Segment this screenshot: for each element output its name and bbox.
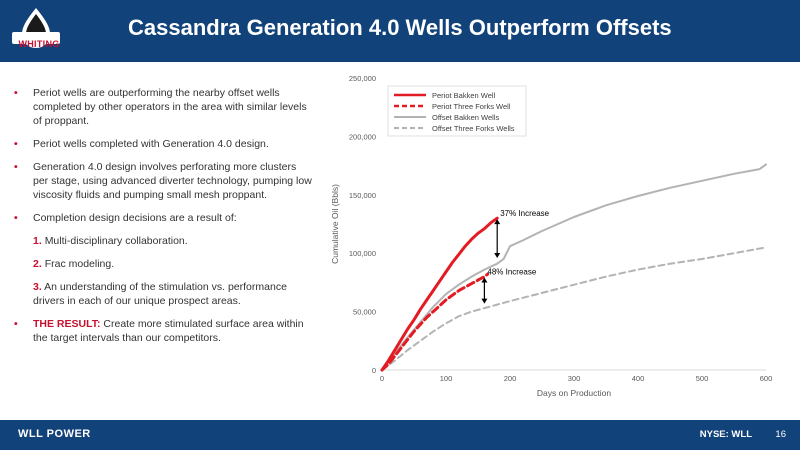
annotation-arrowhead [481,298,488,304]
y-axis-title: Cumulative Oil (Bbls) [330,184,340,264]
bullet-text: Completion design decisions are a result… [33,212,237,224]
x-tick-label: 300 [568,374,581,383]
legend-label: Periot Three Forks Well [432,102,511,111]
y-tick-label: 250,000 [349,74,376,83]
legend-label: Offset Three Forks Wells [432,124,515,133]
y-tick-label: 150,000 [349,191,376,200]
sub-item: 2. Frac modeling. [14,257,314,271]
footer-brand: WLL POWER [18,428,91,440]
bullet-text: Periot wells are outperforming the nearb… [33,87,307,127]
annotation-label: 48% Increase [487,268,536,277]
series-line [380,216,499,372]
x-tick-label: 100 [440,374,453,383]
stock-ticker: NYSE: WLL [699,429,752,440]
legend-label: Periot Bakken Well [432,91,496,100]
bullet-list: Periot wells are outperforming the nearb… [14,86,314,354]
annotation-arrowhead [494,219,501,225]
x-tick-label: 200 [504,374,517,383]
bullet-text: Periot wells completed with Generation 4… [33,138,269,150]
bullet-item: Periot wells are outperforming the nearb… [14,86,314,128]
production-chart: 0 100 200 300 400 500 600 0 50,000 100,000 150,000… [330,64,796,404]
x-tick-label: 500 [696,374,709,383]
sub-text: An understanding of the stimulation vs. … [33,281,287,307]
result-label: THE RESULT: [33,318,101,330]
sub-item: 3. An understanding of the stimulation v… [14,280,314,308]
x-tick-label: 600 [760,374,773,383]
series-line [381,163,767,371]
bullet-item: THE RESULT: Create more stimulated surfa… [14,317,314,345]
whiting-logo: WHITING [10,6,62,56]
series-line [381,246,767,371]
x-axis-title: Days on Production [537,388,611,398]
chart-svg: 0 100 200 300 400 500 600 0 50,000 100,000 150,000… [330,74,773,398]
bullet-text: Create more stimulated surface area with… [33,318,304,344]
sub-number: 3. [33,281,42,293]
bullet-item: Periot wells completed with Generation 4… [14,137,314,151]
sub-text: Multi-disciplinary collaboration. [44,235,188,247]
y-tick-label: 200,000 [349,132,376,141]
sub-text: Frac modeling. [44,258,115,270]
y-tick-label: 0 [372,366,376,375]
x-tick-label: 0 [380,374,384,383]
header-bar: WHITING Cassandra Generation 4.0 Wells O… [0,0,800,62]
x-tick-label: 400 [632,374,645,383]
sub-item: 1. Multi-disciplinary collaboration. [14,234,314,248]
bullet-item: Generation 4.0 design involves perforati… [14,160,314,202]
page-title: Cassandra Generation 4.0 Wells Outperfor… [128,15,672,40]
annotation-label: 37% Increase [500,209,549,218]
y-tick-label: 50,000 [353,308,376,317]
sub-number: 2. [33,258,42,270]
sub-number: 1. [33,235,42,247]
legend-label: Offset Bakken Wells [432,113,500,122]
footer-bar: WLL POWER NYSE: WLL 16 [0,420,800,450]
series-line [380,272,490,372]
oil-drop-icon [12,8,60,48]
annotation-arrowhead [494,253,501,259]
bullet-item: Completion design decisions are a result… [14,211,314,225]
annotation-arrowhead [481,277,488,283]
bullet-text: Generation 4.0 design involves perforati… [33,161,312,201]
logo-text: WHITING [18,39,60,49]
page-number: 16 [775,429,786,440]
y-tick-label: 100,000 [349,249,376,258]
